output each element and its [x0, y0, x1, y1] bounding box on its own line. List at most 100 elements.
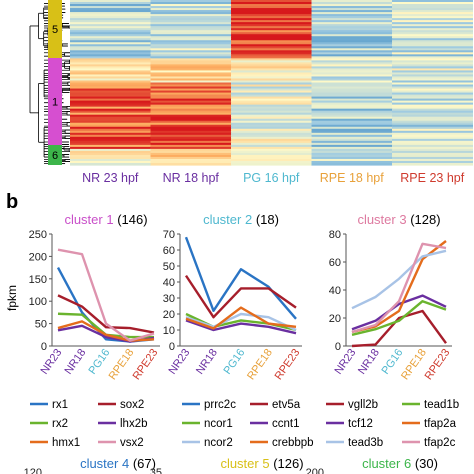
- heatmap-cell: [392, 156, 473, 160]
- heatmap-cell: [150, 40, 232, 43]
- heatmap-cell: [150, 88, 232, 92]
- heatmap-cell: [392, 36, 473, 39]
- heatmap-cell: [392, 74, 473, 78]
- heatmap-cell: [392, 20, 473, 23]
- heatmap-cell: [311, 130, 393, 134]
- legend-label: ncor2: [204, 437, 233, 449]
- heatmap-cell: [392, 76, 473, 80]
- legend-label: etv5a: [272, 399, 301, 411]
- heatmap-cell: [70, 112, 151, 116]
- heatmap-cell: [70, 20, 151, 23]
- heatmap-cell: [231, 28, 312, 31]
- heatmap-cell: [70, 72, 151, 76]
- heatmap-cell: [150, 34, 232, 37]
- heatmap-cell: [392, 150, 473, 154]
- heatmap-cell: [392, 44, 473, 47]
- x-tick-label: PG16: [221, 347, 247, 377]
- heatmap-cell: [150, 82, 232, 86]
- heatmap-cell: [150, 54, 232, 57]
- heatmap-cell: [392, 4, 473, 7]
- y-tick-label: 35: [150, 467, 162, 474]
- heatmap-cell: [311, 152, 393, 156]
- x-tick-label: NR18: [62, 347, 88, 377]
- legend-label: sox2: [120, 399, 144, 411]
- heatmap-cell: [70, 126, 151, 130]
- heatmap-cell: [70, 64, 151, 68]
- heatmap-cell: [311, 114, 393, 118]
- heatmap-cell: [150, 162, 232, 166]
- heatmap-cell: [311, 16, 393, 19]
- heatmap-cell: [70, 162, 151, 166]
- heatmap-cell: [231, 98, 312, 102]
- heatmap-cell: [150, 156, 232, 160]
- chart-3: cluster 3 (128)020406080NR23NR18PG16RPE1…: [326, 212, 459, 449]
- heatmap-cell: [311, 50, 393, 53]
- heatmap-cell: [392, 32, 473, 35]
- x-tick-label: RPE23: [423, 347, 453, 382]
- heatmap-cell: [231, 102, 312, 106]
- heatmap-cell: [231, 30, 312, 33]
- heatmap-cell: [311, 12, 393, 15]
- heatmap-cell: [150, 142, 232, 146]
- heatmap-cell: [311, 60, 393, 63]
- heatmap-cell: [392, 102, 473, 106]
- heatmap-cell: [70, 68, 151, 72]
- chart-6: cluster 6 (30) 200: [306, 456, 438, 474]
- heatmap-cell: [150, 12, 232, 15]
- cluster-bands: 5 1 6: [48, 0, 62, 165]
- heatmap-cell: [311, 156, 393, 160]
- heatmap-cell: [392, 104, 473, 108]
- heatmap-cell: [231, 106, 312, 110]
- y-tick-label: 0: [169, 341, 175, 353]
- y-tick-label: 70: [163, 229, 175, 241]
- heatmap-cell: [311, 4, 393, 7]
- heatmap-cell: [311, 144, 393, 148]
- legend-label: tead3b: [348, 437, 383, 449]
- heatmap-cell: [70, 44, 151, 47]
- heatmap-cell: [150, 2, 232, 5]
- heatmap-cell: [70, 24, 151, 27]
- heatmap-cell: [231, 142, 312, 146]
- heatmap-cell: [392, 136, 473, 140]
- heatmap-cell: [311, 28, 393, 31]
- heatmap-cell: [392, 12, 473, 15]
- heatmap-cell: [311, 20, 393, 23]
- heatmap-cell: [392, 68, 473, 72]
- y-tick-label: 120: [24, 467, 42, 474]
- heatmap-cell: [231, 138, 312, 142]
- heatmap-cell: [150, 52, 232, 55]
- heatmap-cell: [231, 38, 312, 41]
- chart-title: cluster 3 (128): [357, 212, 440, 227]
- y-tick-label: 50: [163, 261, 175, 273]
- heatmap-cell: [392, 18, 473, 21]
- heatmap-cell: [70, 16, 151, 19]
- heatmap-cell: [70, 130, 151, 134]
- heatmap-cell: [231, 92, 312, 96]
- heatmap-column-label: RPE 23 hpf: [400, 171, 464, 185]
- heatmap-cell: [231, 162, 312, 166]
- heatmap-cell: [70, 18, 151, 21]
- heatmap-cell: [70, 98, 151, 102]
- heatmap-cell: [392, 86, 473, 90]
- heatmap-cell: [392, 48, 473, 51]
- heatmap-cell: [392, 132, 473, 136]
- heatmap-cell: [231, 62, 312, 65]
- heatmap-cell: [150, 136, 232, 140]
- chart-4: cluster 4 (67) 120: [24, 456, 156, 474]
- heatmap-cell: [392, 144, 473, 148]
- heatmap-cell: [150, 38, 232, 41]
- heatmap-cell: [70, 82, 151, 86]
- heatmap-cell: [392, 114, 473, 118]
- heatmap-cell: [392, 122, 473, 126]
- heatmap-cell: [70, 110, 151, 114]
- cluster-band-5: [48, 0, 62, 58]
- heatmap-column-label: NR 18 hpf: [163, 171, 220, 185]
- heatmap-cell: [150, 122, 232, 126]
- heatmap-cell: [311, 84, 393, 88]
- heatmap-cell: [231, 154, 312, 158]
- y-tick-label: 60: [329, 257, 341, 269]
- heatmap-cell: [70, 132, 151, 136]
- heatmap-cell: [311, 106, 393, 110]
- heatmap-cell: [70, 138, 151, 142]
